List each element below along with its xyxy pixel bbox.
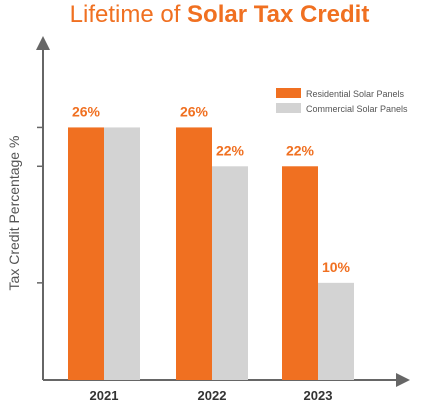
x-tick-label: 2022 (198, 388, 227, 403)
chart-title-bold: Solar Tax Credit (187, 1, 370, 28)
data-label: 22% (286, 142, 315, 158)
data-label: 26% (72, 103, 101, 119)
bar-residential-2021 (68, 127, 104, 380)
bar-residential-2022 (176, 127, 212, 380)
bar-residential-2023 (282, 166, 318, 380)
x-axis-arrow-icon (396, 373, 410, 387)
legend-swatch (276, 103, 301, 113)
bar-commercial-2023 (318, 282, 354, 380)
legend-label: Residential Solar Panels (306, 89, 405, 99)
bar-commercial-2021 (104, 127, 140, 380)
data-label: 22% (216, 142, 245, 158)
legend-swatch (276, 88, 301, 98)
bar-commercial-2022 (212, 166, 248, 380)
chart-title: Lifetime of Solar Tax Credit (0, 0, 439, 30)
legend-label: Commercial Solar Panels (306, 104, 408, 114)
y-axis-arrow-icon (36, 36, 50, 50)
x-tick-label: 2023 (304, 388, 333, 403)
chart-title-light: Lifetime of (69, 1, 181, 28)
data-label: 10% (322, 259, 351, 275)
data-label: 26% (180, 103, 209, 119)
x-tick-label: 2021 (90, 388, 119, 403)
